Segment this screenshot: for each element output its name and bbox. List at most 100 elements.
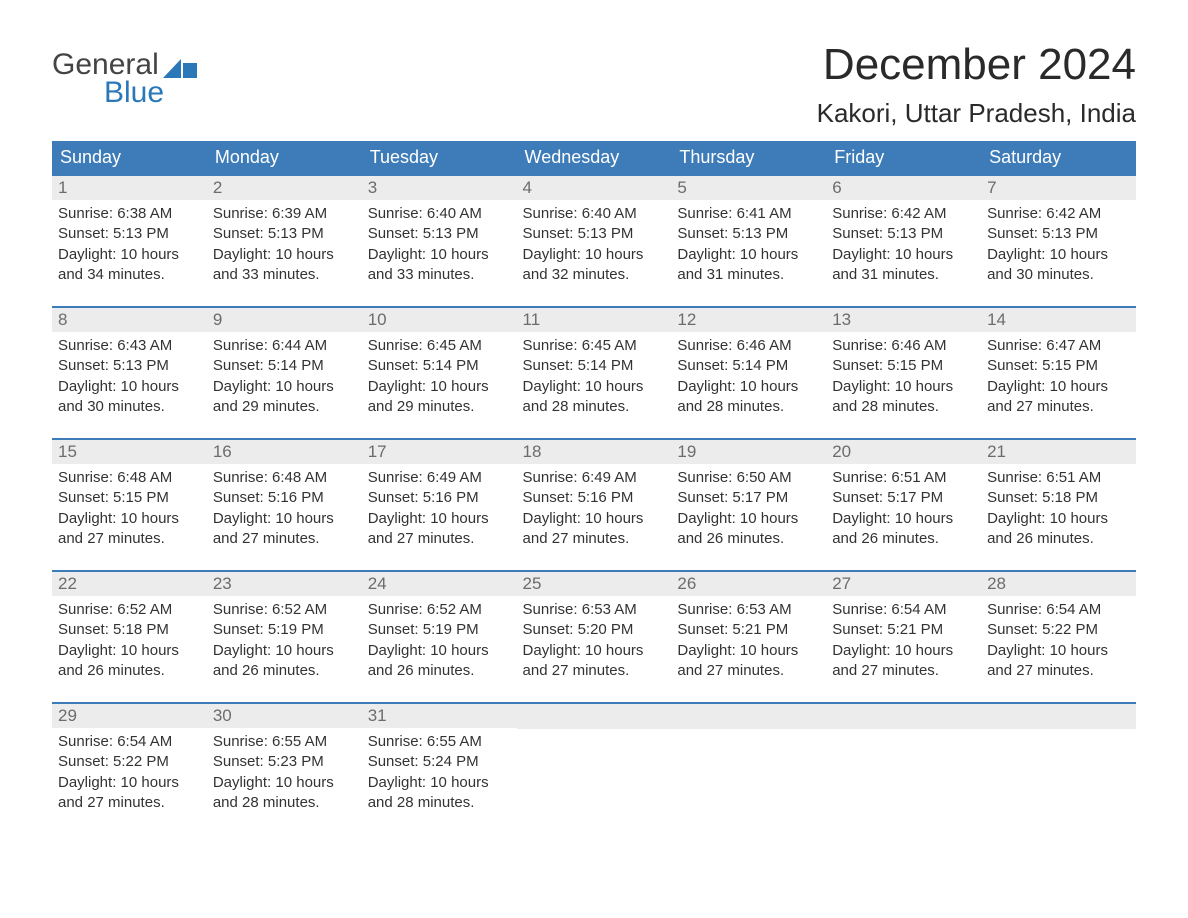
- daylight-text-2: and 34 minutes.: [58, 265, 201, 285]
- calendar-table: SundayMondayTuesdayWednesdayThursdayFrid…: [52, 141, 1136, 834]
- daylight-text-2: and 33 minutes.: [368, 265, 511, 285]
- sunset-text: Sunset: 5:13 PM: [987, 224, 1130, 244]
- daylight-text-2: and 28 minutes.: [368, 793, 511, 813]
- day-number: 25: [517, 572, 672, 596]
- day-number: 2: [207, 176, 362, 200]
- weekday-wednesday: Wednesday: [517, 141, 672, 175]
- day-cell: 15Sunrise: 6:48 AMSunset: 5:15 PMDayligh…: [52, 439, 207, 571]
- daylight-text-1: Daylight: 10 hours: [523, 641, 666, 661]
- sunrise-text: Sunrise: 6:50 AM: [677, 468, 820, 488]
- sunrise-text: Sunrise: 6:42 AM: [987, 204, 1130, 224]
- day-cell: 21Sunrise: 6:51 AMSunset: 5:18 PMDayligh…: [981, 439, 1136, 571]
- sunset-text: Sunset: 5:22 PM: [987, 620, 1130, 640]
- day-cell: 14Sunrise: 6:47 AMSunset: 5:15 PMDayligh…: [981, 307, 1136, 439]
- sunset-text: Sunset: 5:23 PM: [213, 752, 356, 772]
- day-number: 7: [981, 176, 1136, 200]
- daylight-text-2: and 30 minutes.: [987, 265, 1130, 285]
- header-row: General Blue December 2024 Kakori, Uttar…: [52, 40, 1136, 141]
- day-cell: 28Sunrise: 6:54 AMSunset: 5:22 PMDayligh…: [981, 571, 1136, 703]
- day-body: Sunrise: 6:41 AMSunset: 5:13 PMDaylight:…: [671, 200, 826, 293]
- title-block: December 2024 Kakori, Uttar Pradesh, Ind…: [817, 40, 1136, 141]
- day-cell: 3Sunrise: 6:40 AMSunset: 5:13 PMDaylight…: [362, 175, 517, 307]
- day-cell: 11Sunrise: 6:45 AMSunset: 5:14 PMDayligh…: [517, 307, 672, 439]
- day-number: 8: [52, 308, 207, 332]
- day-body: Sunrise: 6:54 AMSunset: 5:22 PMDaylight:…: [52, 728, 207, 821]
- day-body: Sunrise: 6:39 AMSunset: 5:13 PMDaylight:…: [207, 200, 362, 293]
- day-number: 11: [517, 308, 672, 332]
- daylight-text-2: and 27 minutes.: [987, 661, 1130, 681]
- daylight-text-2: and 31 minutes.: [832, 265, 975, 285]
- daylight-text-1: Daylight: 10 hours: [677, 377, 820, 397]
- sunrise-text: Sunrise: 6:51 AM: [987, 468, 1130, 488]
- weekday-tuesday: Tuesday: [362, 141, 517, 175]
- sunrise-text: Sunrise: 6:46 AM: [677, 336, 820, 356]
- sunrise-text: Sunrise: 6:46 AM: [832, 336, 975, 356]
- daylight-text-1: Daylight: 10 hours: [832, 377, 975, 397]
- week-row: 22Sunrise: 6:52 AMSunset: 5:18 PMDayligh…: [52, 571, 1136, 703]
- day-body: Sunrise: 6:50 AMSunset: 5:17 PMDaylight:…: [671, 464, 826, 557]
- daylight-text-1: Daylight: 10 hours: [213, 509, 356, 529]
- sunrise-text: Sunrise: 6:48 AM: [58, 468, 201, 488]
- daylight-text-2: and 26 minutes.: [213, 661, 356, 681]
- day-number: 23: [207, 572, 362, 596]
- day-body: Sunrise: 6:51 AMSunset: 5:17 PMDaylight:…: [826, 464, 981, 557]
- day-body: Sunrise: 6:55 AMSunset: 5:24 PMDaylight:…: [362, 728, 517, 821]
- day-cell: 12Sunrise: 6:46 AMSunset: 5:14 PMDayligh…: [671, 307, 826, 439]
- sunset-text: Sunset: 5:24 PM: [368, 752, 511, 772]
- logo: General Blue: [52, 50, 197, 108]
- sunset-text: Sunset: 5:18 PM: [58, 620, 201, 640]
- day-number: 13: [826, 308, 981, 332]
- weekday-monday: Monday: [207, 141, 362, 175]
- day-number: 9: [207, 308, 362, 332]
- daylight-text-2: and 27 minutes.: [523, 661, 666, 681]
- day-cell: 26Sunrise: 6:53 AMSunset: 5:21 PMDayligh…: [671, 571, 826, 703]
- day-body: Sunrise: 6:42 AMSunset: 5:13 PMDaylight:…: [981, 200, 1136, 293]
- sunrise-text: Sunrise: 6:41 AM: [677, 204, 820, 224]
- day-number: 10: [362, 308, 517, 332]
- sunset-text: Sunset: 5:13 PM: [677, 224, 820, 244]
- day-cell: 6Sunrise: 6:42 AMSunset: 5:13 PMDaylight…: [826, 175, 981, 307]
- day-cell: 4Sunrise: 6:40 AMSunset: 5:13 PMDaylight…: [517, 175, 672, 307]
- daylight-text-1: Daylight: 10 hours: [832, 641, 975, 661]
- sunset-text: Sunset: 5:22 PM: [58, 752, 201, 772]
- day-cell: 2Sunrise: 6:39 AMSunset: 5:13 PMDaylight…: [207, 175, 362, 307]
- daylight-text-1: Daylight: 10 hours: [368, 773, 511, 793]
- day-cell: 8Sunrise: 6:43 AMSunset: 5:13 PMDaylight…: [52, 307, 207, 439]
- sunrise-text: Sunrise: 6:39 AM: [213, 204, 356, 224]
- daylight-text-1: Daylight: 10 hours: [213, 641, 356, 661]
- day-body-empty: [671, 729, 826, 821]
- day-cell: 25Sunrise: 6:53 AMSunset: 5:20 PMDayligh…: [517, 571, 672, 703]
- daylight-text-1: Daylight: 10 hours: [832, 245, 975, 265]
- daylight-text-1: Daylight: 10 hours: [523, 377, 666, 397]
- day-body: Sunrise: 6:48 AMSunset: 5:16 PMDaylight:…: [207, 464, 362, 557]
- day-body: Sunrise: 6:52 AMSunset: 5:19 PMDaylight:…: [207, 596, 362, 689]
- daylight-text-1: Daylight: 10 hours: [677, 245, 820, 265]
- daylight-text-2: and 26 minutes.: [58, 661, 201, 681]
- day-body: Sunrise: 6:49 AMSunset: 5:16 PMDaylight:…: [362, 464, 517, 557]
- day-number: 5: [671, 176, 826, 200]
- daylight-text-2: and 27 minutes.: [677, 661, 820, 681]
- sunset-text: Sunset: 5:21 PM: [677, 620, 820, 640]
- sunrise-text: Sunrise: 6:53 AM: [523, 600, 666, 620]
- sunrise-text: Sunrise: 6:49 AM: [368, 468, 511, 488]
- sunrise-text: Sunrise: 6:55 AM: [213, 732, 356, 752]
- day-body: Sunrise: 6:45 AMSunset: 5:14 PMDaylight:…: [517, 332, 672, 425]
- daylight-text-1: Daylight: 10 hours: [213, 245, 356, 265]
- day-body: Sunrise: 6:49 AMSunset: 5:16 PMDaylight:…: [517, 464, 672, 557]
- calendar-page: General Blue December 2024 Kakori, Uttar…: [0, 0, 1188, 834]
- day-cell: [517, 703, 672, 834]
- day-cell: 29Sunrise: 6:54 AMSunset: 5:22 PMDayligh…: [52, 703, 207, 834]
- calendar-header: SundayMondayTuesdayWednesdayThursdayFrid…: [52, 141, 1136, 175]
- day-cell: 10Sunrise: 6:45 AMSunset: 5:14 PMDayligh…: [362, 307, 517, 439]
- week-row: 1Sunrise: 6:38 AMSunset: 5:13 PMDaylight…: [52, 175, 1136, 307]
- day-cell: 5Sunrise: 6:41 AMSunset: 5:13 PMDaylight…: [671, 175, 826, 307]
- daylight-text-1: Daylight: 10 hours: [832, 509, 975, 529]
- day-number: 20: [826, 440, 981, 464]
- weekday-saturday: Saturday: [981, 141, 1136, 175]
- daylight-text-2: and 27 minutes.: [523, 529, 666, 549]
- daylight-text-1: Daylight: 10 hours: [368, 509, 511, 529]
- day-number: 4: [517, 176, 672, 200]
- day-number: 29: [52, 704, 207, 728]
- day-body: Sunrise: 6:55 AMSunset: 5:23 PMDaylight:…: [207, 728, 362, 821]
- day-body-empty: [517, 729, 672, 821]
